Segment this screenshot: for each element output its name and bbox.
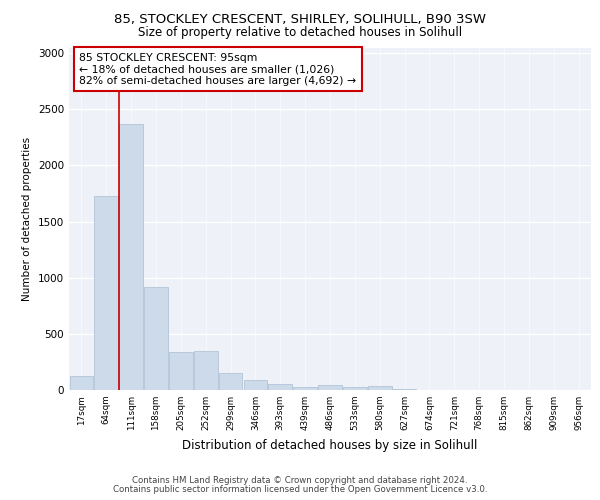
Bar	[194, 352, 218, 390]
Text: 85 STOCKLEY CRESCENT: 95sqm
← 18% of detached houses are smaller (1,026)
82% of : 85 STOCKLEY CRESCENT: 95sqm ← 18% of det…	[79, 52, 356, 86]
Bar	[219, 372, 242, 390]
Bar	[94, 196, 118, 390]
Y-axis label: Number of detached properties: Number of detached properties	[22, 136, 32, 301]
Text: Size of property relative to detached houses in Solihull: Size of property relative to detached ho…	[138, 26, 462, 39]
Bar	[293, 387, 317, 390]
Bar	[169, 352, 193, 390]
Bar	[368, 386, 392, 390]
Bar	[244, 380, 267, 390]
Text: Contains public sector information licensed under the Open Government Licence v3: Contains public sector information licen…	[113, 484, 487, 494]
Bar	[144, 286, 168, 390]
Bar	[70, 376, 93, 390]
Bar	[268, 384, 292, 390]
Text: 85, STOCKLEY CRESCENT, SHIRLEY, SOLIHULL, B90 3SW: 85, STOCKLEY CRESCENT, SHIRLEY, SOLIHULL…	[114, 12, 486, 26]
Bar	[318, 385, 342, 390]
Bar	[119, 124, 143, 390]
Text: Contains HM Land Registry data © Crown copyright and database right 2024.: Contains HM Land Registry data © Crown c…	[132, 476, 468, 485]
Bar	[343, 387, 367, 390]
X-axis label: Distribution of detached houses by size in Solihull: Distribution of detached houses by size …	[182, 438, 478, 452]
